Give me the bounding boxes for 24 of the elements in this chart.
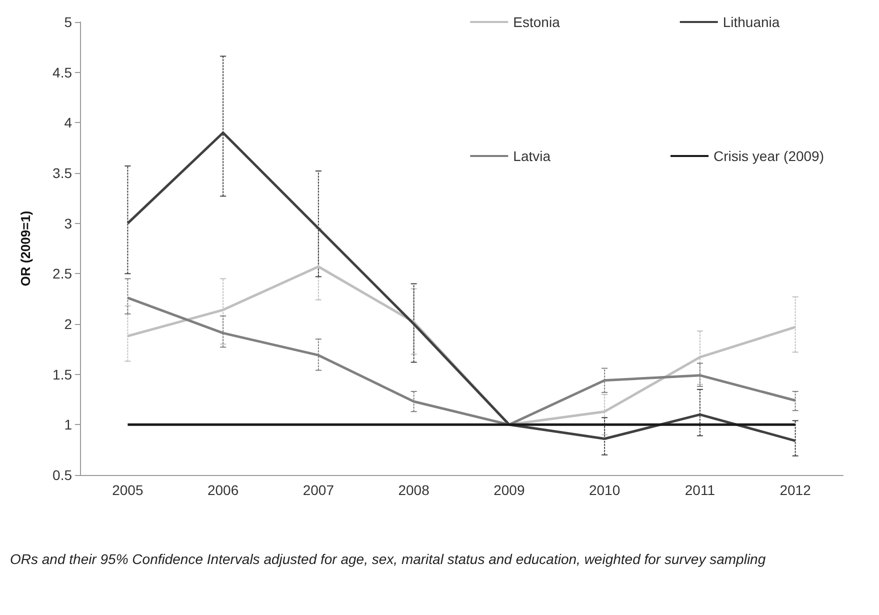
x-tick-label: 2011 <box>684 482 716 498</box>
x-tick-label: 2008 <box>398 482 430 498</box>
y-tick-label: 1.5 <box>52 366 72 382</box>
y-tick-label: 2 <box>64 316 72 332</box>
y-tick-label: 3.5 <box>52 165 72 181</box>
legend-label: Latvia <box>513 148 551 164</box>
y-tick-label: 4 <box>64 114 72 131</box>
legend-label: Estonia <box>513 14 560 30</box>
x-tick-label: 2007 <box>302 482 334 498</box>
x-tick-label: 2005 <box>112 482 144 498</box>
y-tick-label: 2.5 <box>52 266 72 282</box>
x-tick-label: 2010 <box>588 482 620 498</box>
x-tick-label: 2009 <box>494 482 525 498</box>
legend-label: Crisis year (2009) <box>714 148 824 164</box>
y-axis-title: OR (2009=1) <box>18 210 33 286</box>
y-tick-label: 0.5 <box>52 467 72 483</box>
x-tick-label: 2012 <box>780 482 812 498</box>
y-tick-label: 3 <box>64 215 72 232</box>
text: ORs and their 95% Confidence Intervals adjusted for age, sex, marital status and education, weighted for survey sampling <box>10 551 766 567</box>
y-tick-label: 1 <box>64 416 72 433</box>
x-tick-label: 2006 <box>207 482 239 498</box>
legend-label: Lithuania <box>722 14 780 30</box>
y-tick-label: 5 <box>64 14 72 30</box>
y-tick-label: 4.5 <box>52 64 72 80</box>
